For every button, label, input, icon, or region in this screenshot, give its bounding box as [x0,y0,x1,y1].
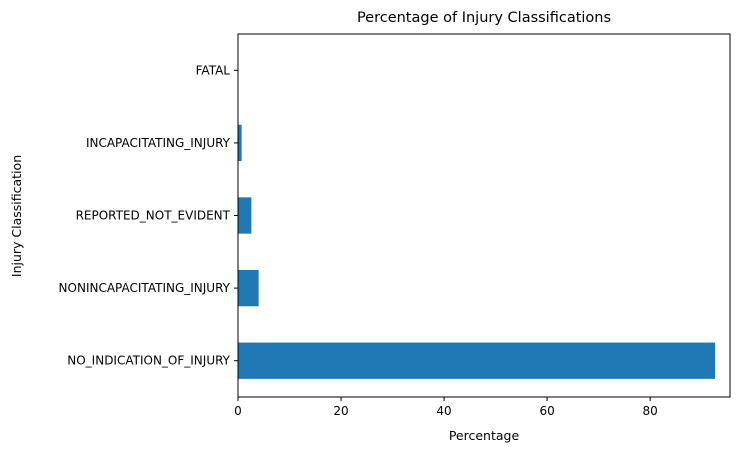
bar-0 [238,342,716,379]
bar-3 [238,124,242,162]
x-tick-label-3: 60 [539,404,554,418]
y-tick-label-3: INCAPACITATING_INJURY [86,136,231,150]
y-tick-label-0: NO_INDICATION_OF_INJURY [67,354,230,368]
bar-1 [238,269,259,307]
bars [238,52,716,379]
chart-title: Percentage of Injury Classifications [357,10,611,26]
x-tick-label-4: 80 [643,404,658,418]
x-tick-label-2: 40 [436,404,451,418]
y-axis: NO_INDICATION_OF_INJURY NONINCAPACITATING… [59,63,238,368]
y-axis-label: Injury Classification [9,155,24,277]
y-tick-label-4: FATAL [196,63,231,77]
x-axis-label: Percentage [449,428,520,443]
x-tick-label-1: 20 [333,404,348,418]
y-tick-label-2: REPORTED_NOT_EVIDENT [76,209,231,223]
bar-2 [238,197,252,234]
y-tick-label-1: NONINCAPACITATING_INJURY [59,281,231,295]
x-tick-label-0: 0 [234,404,242,418]
x-axis: 0 20 40 60 80 [234,397,658,418]
